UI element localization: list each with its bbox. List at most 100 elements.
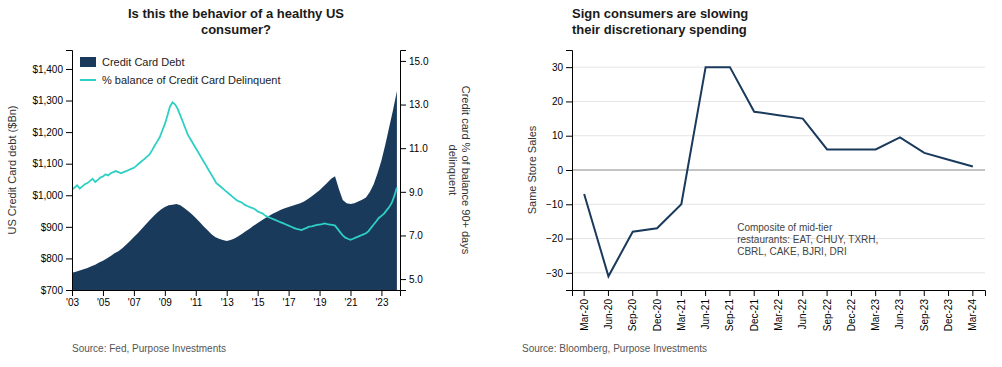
tick: '23: [375, 290, 388, 308]
tick-label: $1,400: [32, 64, 63, 75]
tick-label: 20: [552, 96, 564, 107]
tick: $1,000: [32, 190, 72, 201]
tick-label: Mar-21: [676, 299, 687, 331]
tick-label: $1,300: [32, 95, 63, 106]
tick: −30: [546, 268, 572, 279]
tick: '21: [344, 290, 357, 308]
tick: $1,300: [32, 95, 72, 106]
tick: Mar-22: [773, 290, 784, 331]
axis-line: [401, 51, 407, 291]
tick-mark: [657, 290, 658, 296]
tick-label: Dec-20: [652, 299, 663, 332]
tick-mark: [681, 290, 682, 296]
tick-label: '11: [190, 297, 203, 308]
tick-label: 10: [552, 130, 564, 141]
source-line: Source: Fed, Purpose Investments: [72, 343, 226, 354]
tick: '05: [97, 290, 110, 308]
source: Source: Bloomberg, Purpose Investments: [522, 343, 707, 354]
tick: Mar-23: [870, 290, 881, 331]
tick-label: Jun-23: [894, 299, 905, 330]
tick: −10: [546, 199, 572, 210]
tick-label: 13.0: [409, 99, 429, 110]
axis-line: [73, 291, 401, 297]
tick-mark: [400, 105, 406, 106]
tick-label: 0: [557, 165, 563, 176]
annotation-line: restaurants: EAT, CHUY, TXRH,: [737, 234, 878, 245]
tick: $1,400: [32, 64, 72, 75]
tick-label: Mar-23: [870, 299, 881, 331]
tick: '13: [221, 290, 234, 308]
legend: Credit Card Debt% balance of Credit Card…: [80, 56, 281, 86]
tick-label: 5.0: [409, 274, 423, 285]
tick-mark: [320, 290, 321, 296]
annotation-line: CBRL, CAKE, BJRI, DRI: [737, 246, 846, 257]
tick-label: 30: [552, 62, 564, 73]
grid-line: [572, 67, 985, 68]
tick: Jun-21: [700, 290, 711, 330]
tick: '11: [190, 290, 203, 308]
tick-label: '17: [283, 297, 296, 308]
tick-label: '09: [159, 297, 172, 308]
tick-mark: [875, 290, 876, 296]
tick-mark: [924, 290, 925, 296]
legend-item: % balance of Credit Card Delinquent: [80, 74, 281, 86]
tick-mark: [66, 227, 72, 228]
source: Source: Fed, Purpose Investments: [72, 343, 226, 354]
y2-axis-title: Credit card % of balance 90+ daysdelinqu…: [447, 86, 472, 255]
tick-mark: [400, 235, 406, 236]
tick-label: Sep-22: [822, 299, 833, 332]
tick: Dec-21: [749, 290, 760, 331]
tick: 20: [552, 96, 572, 107]
tick-mark: [608, 290, 609, 296]
y-axis-title-line: Same Store Sales: [526, 125, 538, 214]
tick-mark: [66, 258, 72, 259]
tick-label: $1,200: [32, 127, 63, 138]
tick-label: '13: [221, 297, 234, 308]
plot-area: [584, 67, 973, 276]
title-line: consumer?: [201, 22, 271, 37]
axis-line: [566, 51, 573, 291]
tick-mark: [258, 290, 259, 296]
tick: 13.0: [400, 99, 429, 110]
tick-label: '07: [128, 297, 141, 308]
tick-mark: [851, 290, 852, 296]
y-axis-title: Same Store Sales: [526, 125, 538, 214]
tick-label: '15: [252, 297, 265, 308]
tick-mark: [66, 132, 72, 133]
title-line: Sign consumers are slowing: [572, 6, 748, 21]
y2-axis-title-line: delinquent: [447, 145, 459, 196]
tick: −20: [546, 233, 572, 244]
tick-mark: [802, 290, 803, 296]
tick-label: 15.0: [409, 56, 429, 67]
tick: Sep-20: [627, 290, 638, 331]
source-line: Source: Bloomberg, Purpose Investments: [522, 343, 707, 354]
zero-line: [572, 170, 985, 171]
tick: $900: [41, 222, 72, 233]
tick-mark: [705, 290, 706, 296]
y2-axis: 5.07.09.011.013.015.0: [400, 51, 429, 291]
tick: $800: [41, 253, 72, 264]
tick-mark: [827, 290, 828, 296]
tick: Sep-21: [724, 290, 735, 331]
grid-line: [572, 204, 985, 205]
tick: Dec-20: [652, 290, 663, 331]
tick: Mar-20: [579, 290, 590, 331]
tick-label: '23: [375, 297, 388, 308]
tick-mark: [778, 290, 779, 296]
axis-line: [66, 51, 73, 291]
tick: $1,100: [32, 158, 72, 169]
tick: '07: [128, 290, 141, 308]
tick-mark: [566, 204, 572, 205]
tick-label: '19: [314, 297, 327, 308]
tick-label: Dec-21: [749, 299, 760, 332]
tick: '09: [159, 290, 172, 308]
tick-mark: [165, 290, 166, 296]
title: Is this the behavior of a healthy UScons…: [128, 6, 344, 37]
x-axis: '03 '05 '07 '09 '11 '13 '15 '17 '19 '21 '23: [66, 290, 401, 308]
tick: Mar-24: [967, 290, 978, 331]
tick-mark: [584, 290, 585, 296]
tick: Dec-22: [846, 290, 857, 331]
tick-mark: [948, 290, 949, 296]
tick: '03: [66, 290, 79, 308]
tick: 10: [552, 130, 572, 141]
